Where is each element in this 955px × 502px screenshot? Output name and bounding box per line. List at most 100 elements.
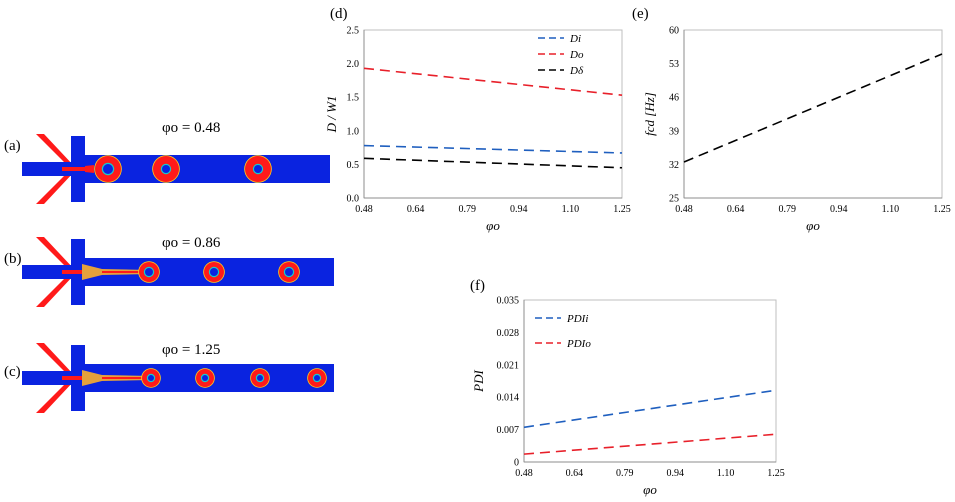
simulation-panel-c: (c) φo = 1.25 — [4, 342, 334, 413]
droplet-core — [254, 165, 262, 173]
legend-label: PDIo — [566, 338, 591, 350]
droplet — [278, 261, 300, 283]
droplet — [244, 155, 272, 183]
panel-label-e: (e) — [632, 6, 649, 22]
x-tick-label: 1.25 — [767, 468, 785, 479]
panel-label-b: (b) — [4, 251, 22, 267]
y-tick-label: 0.0 — [347, 194, 360, 205]
x-tick-label: 1.25 — [613, 204, 631, 215]
x-axis-title: φo — [486, 218, 500, 233]
series-line-main — [683, 53, 943, 163]
y-tick-label: 0.5 — [347, 160, 360, 171]
legend-label: PDIi — [566, 313, 588, 325]
y-tick-label: 2.5 — [347, 26, 360, 37]
x-tick-label: 0.64 — [566, 468, 584, 479]
legend-label: Di — [569, 33, 581, 45]
y-tick-label: 0 — [514, 458, 519, 469]
droplet-core — [210, 268, 218, 276]
x-tick-label: 0.48 — [515, 468, 533, 479]
y-tick-label: 1.5 — [347, 93, 360, 104]
x-tick-label: 0.64 — [407, 204, 425, 215]
legend: Di Do Dδ — [538, 33, 584, 77]
chart-panel-d: (d) 0.48 0.64 0.79 0.94 1.10 1.25 0.0 0.5 1.0 1.5… — [324, 6, 631, 233]
y-axis-title: PDI — [471, 370, 486, 393]
droplet — [138, 261, 160, 283]
y-tick-label: 53 — [669, 59, 679, 70]
droplet-core — [103, 164, 113, 174]
inlet-upper — [36, 134, 74, 166]
droplet-core — [145, 268, 153, 276]
inlet-channel — [22, 265, 82, 279]
series-line-PDIo — [523, 433, 777, 455]
y-tick-label: 39 — [669, 126, 679, 137]
legend-label: Dδ — [569, 65, 584, 77]
inlet-upper — [36, 343, 74, 375]
legend: PDIi PDIo — [535, 313, 591, 350]
y-tick-label: 0.021 — [497, 360, 520, 371]
x-tick-label: 0.48 — [675, 204, 693, 215]
x-tick-label: 0.94 — [830, 204, 848, 215]
inlet-upper — [36, 237, 74, 269]
droplet — [94, 155, 122, 183]
series-line-Di — [363, 144, 623, 154]
x-tick-label: 1.10 — [717, 468, 735, 479]
series-line-Do — [363, 67, 623, 96]
x-tick-label: 0.94 — [666, 468, 684, 479]
simulation-panel-b: (b) φo = 0.86 — [4, 235, 334, 307]
x-tick-label: 1.10 — [882, 204, 900, 215]
main-channel — [85, 155, 330, 183]
droplet-core — [202, 375, 208, 381]
y-tick-label: 60 — [669, 26, 679, 37]
panel-label-a: (a) — [4, 138, 21, 154]
x-tick-label: 0.64 — [727, 204, 745, 215]
thread-core — [102, 377, 151, 379]
x-axis-title: φo — [806, 218, 820, 233]
simulation-panel-a: (a) φo = 0.48 — [4, 120, 330, 204]
droplet-core — [148, 375, 154, 381]
droplet — [307, 368, 327, 388]
y-tick-label: 25 — [669, 194, 679, 205]
x-tick-label: 1.10 — [562, 204, 580, 215]
phi-label-a: φo = 0.48 — [162, 120, 220, 136]
droplet — [152, 155, 180, 183]
inner-stream — [62, 167, 86, 171]
plot-frame — [683, 29, 943, 199]
inlet-lower — [36, 275, 74, 307]
chart-panel-f: (f) 0.48 0.64 0.79 0.94 1.10 1.25 0 0.007 0.014 0… — [470, 278, 785, 497]
inlet-lower — [36, 172, 74, 204]
x-tick-label: 0.79 — [616, 468, 634, 479]
panel-label-d: (d) — [330, 6, 348, 22]
y-tick-label: 0.028 — [497, 328, 520, 339]
inner-stream — [62, 376, 86, 380]
chart-panel-e: (e) 0.48 0.64 0.79 0.94 1.10 1.25 25 32 39 46 53 60… — [632, 6, 951, 233]
droplet-core — [162, 165, 170, 173]
thread-core — [102, 271, 149, 273]
x-tick-label: 0.48 — [355, 204, 373, 215]
droplet-core — [285, 268, 293, 276]
droplet — [250, 368, 270, 388]
y-axis-title: fcd [Hz] — [642, 92, 657, 136]
series-line-PDIi — [523, 389, 777, 429]
x-tick-label: 0.94 — [510, 204, 528, 215]
x-tick-label: 0.79 — [458, 204, 476, 215]
panel-label-c: (c) — [4, 364, 21, 380]
series-line-Dδ — [363, 157, 623, 169]
inlet-lower — [36, 381, 74, 413]
y-tick-label: 0.007 — [497, 425, 520, 436]
droplet — [203, 261, 225, 283]
droplet — [195, 368, 215, 388]
inlet-channel — [22, 371, 82, 385]
x-tick-label: 0.79 — [778, 204, 796, 215]
y-tick-label: 2.0 — [347, 59, 360, 70]
y-tick-label: 46 — [669, 93, 679, 104]
neck — [85, 165, 94, 173]
x-tick-label: 1.25 — [933, 204, 951, 215]
droplet-core — [314, 375, 320, 381]
x-axis-title: φo — [643, 482, 657, 497]
y-tick-label: 0.014 — [497, 393, 520, 404]
droplet — [141, 368, 161, 388]
phi-label-b: φo = 0.86 — [162, 235, 221, 251]
legend-label: Do — [569, 49, 584, 61]
inlet-channel — [22, 162, 82, 176]
